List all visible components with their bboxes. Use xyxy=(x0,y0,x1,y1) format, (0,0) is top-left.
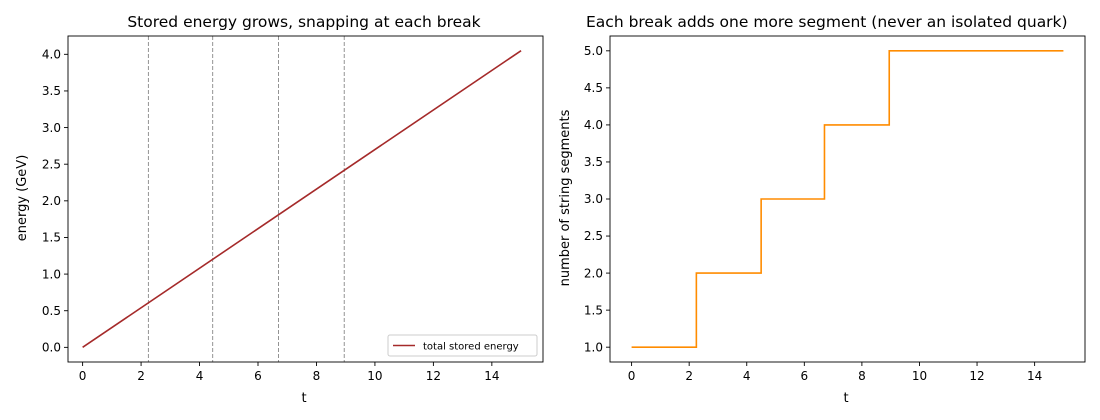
x-tick-label: 6 xyxy=(254,369,262,383)
x-tick-label: 0 xyxy=(79,369,87,383)
y-tick-label: 4.0 xyxy=(584,118,603,132)
y-tick-label: 0.5 xyxy=(42,304,61,318)
energy-chart: Stored energy grows, snapping at each br… xyxy=(15,13,544,406)
y-tick-label: 2.5 xyxy=(584,229,603,243)
energy-chart-marks: 0 2 4 6 8 10 12 14 0.0 0.5 1.0 1.5 2.0 2.5 3.0 3.5 4.0 xyxy=(42,35,544,383)
y-tick-label: 2.5 xyxy=(42,157,61,171)
energy-chart-legend: total stored energy xyxy=(387,334,538,357)
energy-chart-title: Stored energy grows, snapping at each br… xyxy=(127,13,480,31)
x-tick-label: 14 xyxy=(484,369,499,383)
y-tick-label: 3.0 xyxy=(42,121,61,135)
x-tick-label: 8 xyxy=(858,369,866,383)
x-tick-label: 0 xyxy=(628,369,636,383)
y-tick-label: 3.0 xyxy=(584,192,603,206)
segments-chart-ylabel: number of string segments xyxy=(558,109,573,286)
x-tick-label: 2 xyxy=(685,369,693,383)
x-tick-label: 6 xyxy=(800,369,808,383)
axes-frame xyxy=(67,35,544,363)
y-tick-label: 1.5 xyxy=(584,303,603,317)
y-tick-label: 1.0 xyxy=(584,340,603,354)
y-tick-label: 4.0 xyxy=(42,48,61,62)
x-tick-label: 10 xyxy=(912,369,927,383)
legend-label-total-stored-energy: total stored energy xyxy=(423,342,519,353)
segments-chart-title: Each break adds one more segment (never … xyxy=(586,13,1068,31)
x-tick-label: 10 xyxy=(367,369,382,383)
series-line-total-stored-energy xyxy=(82,49,522,349)
y-tick-label: 1.5 xyxy=(42,231,61,245)
y-tick-label: 4.5 xyxy=(584,81,603,95)
y-tick-label: 2.0 xyxy=(42,194,61,208)
y-tick-label: 2.0 xyxy=(584,266,603,280)
x-tick-label: 4 xyxy=(743,369,751,383)
segments-chart-marks: 0 2 4 6 8 10 12 14 1.0 1.5 2.0 2.5 3.0 3.5 4.0 4.5 5.0 xyxy=(584,35,1086,383)
x-tick-label: 12 xyxy=(969,369,984,383)
x-tick-label: 2 xyxy=(137,369,145,383)
legend-box xyxy=(387,334,538,357)
y-tick-label: 3.5 xyxy=(42,84,61,98)
x-tick-label: 4 xyxy=(196,369,204,383)
energy-chart-ylabel: energy (GeV) xyxy=(15,155,30,242)
y-tick-label: 5.0 xyxy=(584,44,603,58)
segments-chart: Each break adds one more segment (never … xyxy=(558,13,1086,406)
y-tick-label: 3.5 xyxy=(584,155,603,169)
y-tick-label: 1.0 xyxy=(42,267,61,281)
x-tick-label: 12 xyxy=(426,369,441,383)
x-tick-label: 8 xyxy=(313,369,321,383)
energy-chart-xlabel: t xyxy=(301,391,306,406)
series-line-segments xyxy=(631,50,1064,348)
x-tick-label: 14 xyxy=(1027,369,1042,383)
y-tick-label: 0.0 xyxy=(42,341,61,355)
segments-chart-xlabel: t xyxy=(843,391,848,406)
